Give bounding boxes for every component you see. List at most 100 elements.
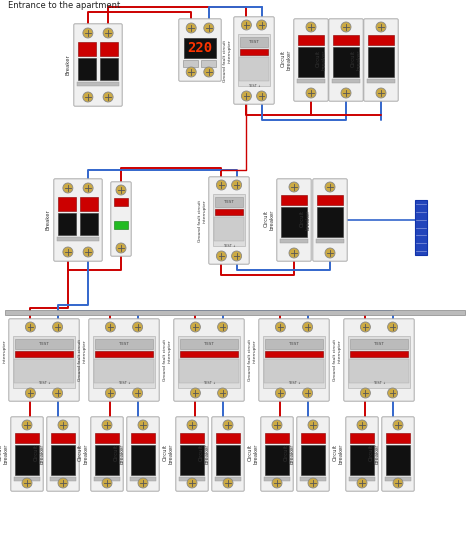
Bar <box>80 197 98 211</box>
Circle shape <box>63 183 73 193</box>
Text: Ground fault circuit
interrupter: Ground fault circuit interrupter <box>248 339 257 381</box>
Circle shape <box>306 88 316 98</box>
Circle shape <box>275 388 285 398</box>
Text: Circuit
breaker: Circuit breaker <box>248 444 259 464</box>
Bar <box>216 433 240 443</box>
Text: TEST ↓: TEST ↓ <box>202 381 215 385</box>
Circle shape <box>116 243 126 253</box>
FancyBboxPatch shape <box>91 417 123 491</box>
Circle shape <box>388 388 398 398</box>
Circle shape <box>341 22 351 32</box>
Circle shape <box>341 88 351 98</box>
Bar <box>333 47 359 77</box>
Bar <box>215 209 243 215</box>
Text: TEST: TEST <box>249 40 259 44</box>
Circle shape <box>22 478 32 488</box>
Circle shape <box>102 478 112 488</box>
Text: Circuit
breaker: Circuit breaker <box>114 444 125 464</box>
Circle shape <box>289 182 299 192</box>
FancyBboxPatch shape <box>54 179 102 261</box>
Bar <box>5 310 465 315</box>
Circle shape <box>357 420 367 430</box>
Text: Ground fault circuit
interrupter: Ground fault circuit interrupter <box>223 40 232 81</box>
Bar <box>78 58 96 80</box>
Circle shape <box>289 248 299 258</box>
Circle shape <box>103 92 113 102</box>
Bar <box>180 351 238 357</box>
Text: TEST ↓: TEST ↓ <box>247 84 260 88</box>
Bar <box>298 35 324 45</box>
Circle shape <box>191 322 201 332</box>
FancyBboxPatch shape <box>179 19 221 81</box>
Bar <box>350 433 374 443</box>
Text: Breaker: Breaker <box>66 54 71 75</box>
Circle shape <box>232 251 242 261</box>
FancyBboxPatch shape <box>174 319 244 401</box>
Circle shape <box>218 322 228 332</box>
Bar <box>58 197 76 211</box>
Circle shape <box>217 180 227 190</box>
Bar <box>114 198 128 206</box>
Circle shape <box>256 91 266 101</box>
Circle shape <box>218 388 228 398</box>
Text: Circuit
breaker: Circuit breaker <box>369 444 380 464</box>
Bar <box>240 49 268 55</box>
FancyBboxPatch shape <box>74 24 122 106</box>
FancyBboxPatch shape <box>234 17 274 104</box>
Bar <box>15 433 39 443</box>
Circle shape <box>204 67 214 77</box>
Bar <box>131 445 155 475</box>
Circle shape <box>133 388 143 398</box>
Text: TEST ↓: TEST ↓ <box>288 381 301 385</box>
Circle shape <box>376 88 386 98</box>
Text: Circuit
breaker: Circuit breaker <box>199 444 210 464</box>
FancyBboxPatch shape <box>313 179 347 261</box>
Bar <box>100 42 118 56</box>
FancyBboxPatch shape <box>127 417 159 491</box>
FancyBboxPatch shape <box>89 319 159 401</box>
Bar <box>214 217 244 241</box>
Bar <box>184 38 216 58</box>
Circle shape <box>83 92 93 102</box>
Circle shape <box>63 247 73 257</box>
Circle shape <box>186 23 196 33</box>
Bar <box>264 359 324 383</box>
Bar <box>332 79 360 83</box>
Bar <box>180 445 204 475</box>
Text: Ground fault circuit
interrupter: Ground fault circuit interrupter <box>199 200 207 241</box>
Bar <box>265 339 323 349</box>
Bar <box>386 445 410 475</box>
Bar <box>51 445 75 475</box>
Text: TEST ↓: TEST ↓ <box>118 381 130 385</box>
Bar <box>95 433 119 443</box>
Text: Ground fault circuit
interrupter: Ground fault circuit interrupter <box>78 339 87 381</box>
Circle shape <box>232 180 242 190</box>
Bar <box>216 445 240 475</box>
Circle shape <box>393 420 403 430</box>
Circle shape <box>223 420 233 430</box>
Text: TEST ↓: TEST ↓ <box>223 244 236 248</box>
Text: TEST: TEST <box>119 342 129 346</box>
Bar <box>94 477 120 481</box>
Bar <box>368 35 394 45</box>
Circle shape <box>272 478 282 488</box>
Text: Circuit
breaker: Circuit breaker <box>284 444 295 464</box>
Bar <box>368 47 394 77</box>
Circle shape <box>187 478 197 488</box>
Circle shape <box>256 20 266 30</box>
FancyBboxPatch shape <box>176 417 208 491</box>
Bar <box>215 477 241 481</box>
Circle shape <box>275 322 285 332</box>
Text: Circuit
breaker: Circuit breaker <box>264 210 275 230</box>
Circle shape <box>191 388 201 398</box>
Bar <box>180 433 204 443</box>
FancyBboxPatch shape <box>297 417 329 491</box>
Bar <box>58 213 76 235</box>
Circle shape <box>241 20 251 30</box>
Bar <box>13 336 75 388</box>
Circle shape <box>302 322 312 332</box>
Bar <box>183 60 198 67</box>
Circle shape <box>83 28 93 38</box>
Bar <box>178 336 240 388</box>
Bar <box>78 42 96 56</box>
